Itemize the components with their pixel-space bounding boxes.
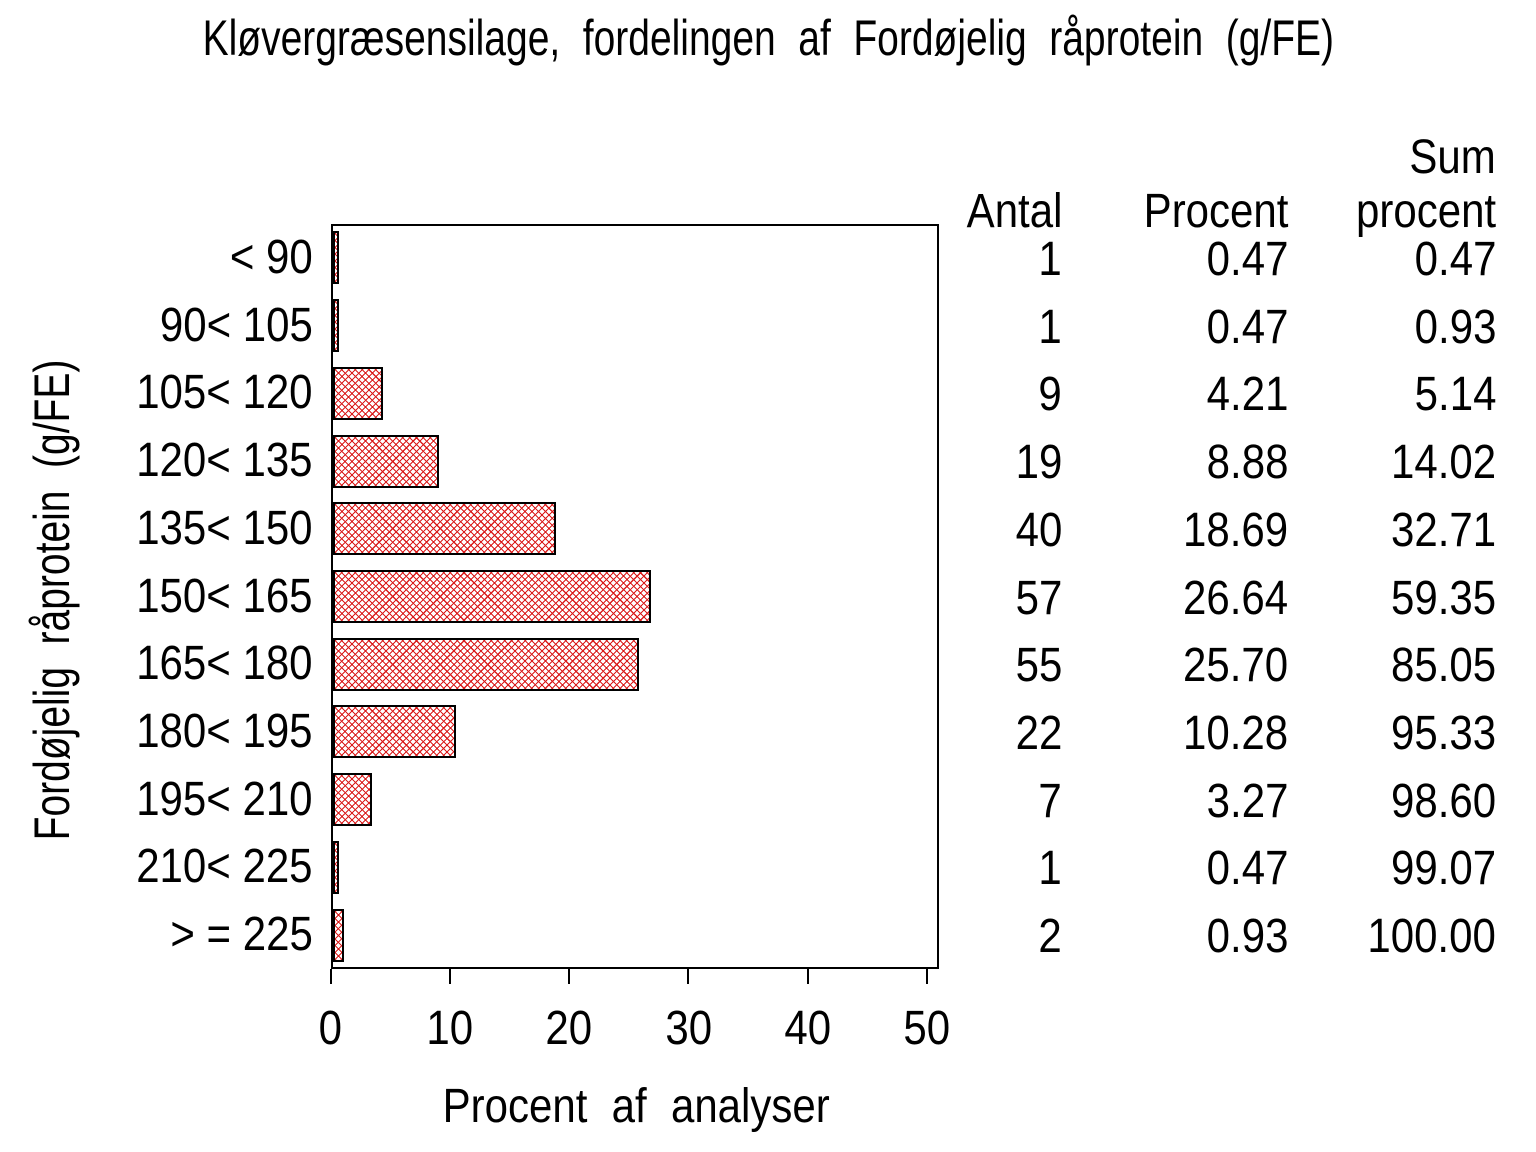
bar: [333, 773, 372, 827]
x-axis-tick: [925, 969, 928, 984]
table-header-procent: Procent: [1143, 185, 1288, 238]
table-cell-procent: 0.47: [1206, 842, 1288, 896]
table-cell-procent: 0.93: [1206, 910, 1288, 964]
chart-title-text: Kløvergræsensilage, fordelingen af Fordø…: [202, 10, 1334, 66]
y-axis-label: 120< 135: [136, 434, 313, 488]
table-header-sum-line2: procent: [1355, 185, 1496, 238]
table-cell-sum-procent: 85.05: [1390, 639, 1496, 693]
table-cell-antal: 22: [1015, 706, 1062, 760]
table-cell-sum-procent: 59.35: [1390, 571, 1496, 625]
table-header-antal: Antal: [966, 185, 1062, 238]
table-cell-antal: 7: [1038, 774, 1062, 828]
table-cell-antal: 55: [1015, 639, 1062, 693]
y-axis-label: 135< 150: [136, 501, 313, 555]
table-cell-sum-procent: 100.00: [1367, 910, 1496, 964]
bar: [333, 231, 339, 285]
table-cell-antal: 19: [1015, 436, 1062, 490]
table-cell-procent: 4.21: [1206, 368, 1288, 422]
chart-title: Kløvergræsensilage, fordelingen af Fordø…: [0, 10, 1536, 66]
table-cell-antal: 57: [1015, 571, 1062, 625]
table-cell-antal: 9: [1038, 368, 1062, 422]
table-cell-sum-procent: 0.47: [1414, 232, 1496, 286]
table-cell-sum-procent: 32.71: [1390, 503, 1496, 557]
bar: [333, 570, 651, 623]
y-axis-label: 195< 210: [136, 772, 313, 826]
table-cell-antal: 1: [1038, 842, 1062, 896]
bar: [333, 502, 556, 556]
y-axis-title-text: Fordøjelig råprotein (g/FE): [24, 359, 80, 841]
bar: [333, 637, 640, 691]
y-axis-label: > = 225: [170, 908, 313, 962]
table-cell-antal: 1: [1038, 232, 1062, 286]
table-cell-sum-procent: 14.02: [1390, 436, 1496, 490]
x-axis-tick: [687, 969, 690, 984]
table-cell-procent: 8.88: [1206, 436, 1288, 490]
y-axis-label: 150< 165: [136, 569, 313, 623]
x-axis-tick-label: 10: [426, 1002, 474, 1055]
y-axis-label: 165< 180: [136, 637, 313, 691]
x-axis-title-text: Procent af analyser: [442, 1080, 830, 1133]
x-axis-tick: [568, 969, 571, 984]
x-axis-tick-label: 30: [664, 1002, 712, 1055]
y-axis-label: < 90: [230, 230, 313, 284]
table-cell-procent: 25.70: [1182, 639, 1288, 693]
table-header-sum-line1: Sum: [1409, 131, 1496, 184]
table-cell-procent: 10.28: [1182, 706, 1288, 760]
table-cell-sum-procent: 99.07: [1390, 842, 1496, 896]
y-axis-label: 105< 120: [136, 366, 313, 420]
bar: [333, 705, 456, 759]
table-cell-sum-procent: 5.14: [1414, 368, 1496, 422]
table-cell-sum-procent: 95.33: [1390, 706, 1496, 760]
table-cell-antal: 40: [1015, 503, 1062, 557]
x-axis-tick-label: 0: [318, 1002, 343, 1055]
y-axis-label: 210< 225: [136, 840, 313, 894]
x-axis-tick-label: 40: [784, 1002, 831, 1055]
bar: [333, 299, 339, 353]
x-axis-tick-label: 50: [903, 1002, 951, 1055]
y-axis-label: 180< 195: [136, 704, 313, 758]
y-axis-label: 90< 105: [160, 298, 313, 352]
table-cell-sum-procent: 0.93: [1414, 300, 1496, 354]
plot-area: [331, 224, 939, 969]
bar: [333, 908, 345, 962]
table-cell-procent: 0.47: [1206, 232, 1288, 286]
bar: [333, 840, 339, 894]
bar: [333, 366, 384, 420]
table-cell-procent: 26.64: [1182, 571, 1288, 625]
x-axis-tick-label: 20: [545, 1002, 593, 1055]
x-axis-tick: [329, 969, 332, 984]
table-cell-sum-procent: 98.60: [1390, 774, 1496, 828]
table-cell-procent: 3.27: [1206, 774, 1288, 828]
x-axis-tick: [448, 969, 451, 984]
x-axis-tick: [806, 969, 809, 984]
table-cell-antal: 1: [1038, 300, 1062, 354]
table-cell-antal: 2: [1038, 910, 1062, 964]
bar: [333, 434, 439, 488]
table-cell-procent: 18.69: [1182, 503, 1288, 557]
table-cell-procent: 0.47: [1206, 300, 1288, 354]
x-axis-title: Procent af analyser: [336, 1080, 936, 1134]
